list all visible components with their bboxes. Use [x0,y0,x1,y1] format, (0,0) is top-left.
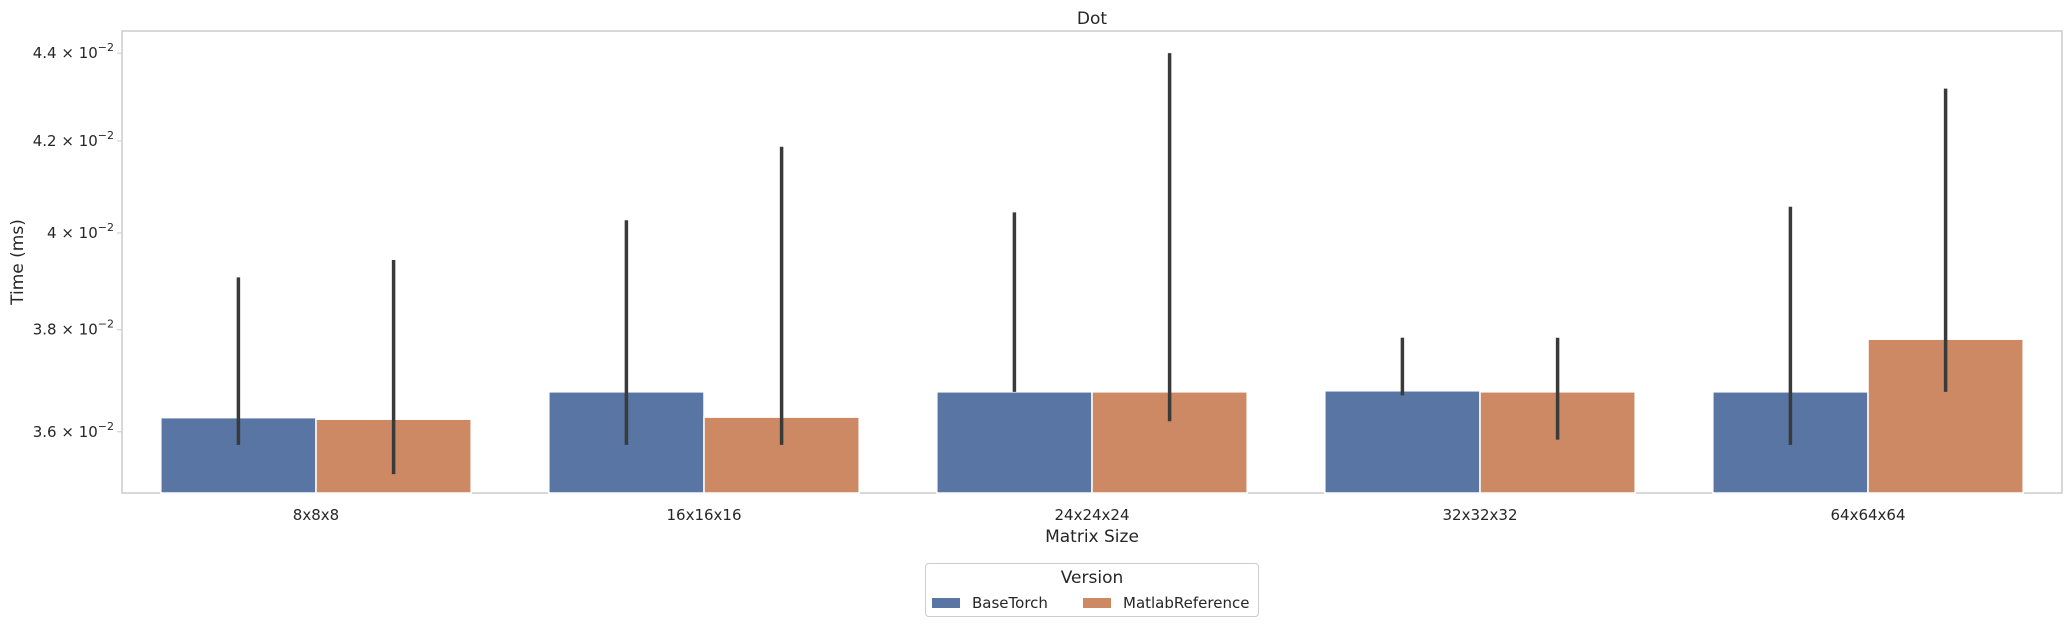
y-axis-label: Time (ms) [8,219,28,306]
x-tick-label: 16x16x16 [666,506,741,524]
bar-basetorch-32x32x32 [1324,390,1481,494]
legend-item-matlabreference: MatlabReference [1083,593,1249,613]
bar-matlabreference-32x32x32 [1479,391,1636,494]
legend-swatch-matlabreference [1083,598,1111,608]
legend-swatch-basetorch [932,598,960,608]
x-axis-label: Matrix Size [1045,527,1139,547]
legend-label-matlabreference: MatlabReference [1123,594,1250,612]
x-tick-label: 8x8x8 [293,506,339,524]
legend: Version BaseTorch MatlabReference [925,563,1259,617]
bar-basetorch-24x24x24 [936,391,1093,494]
y-tick-label: 3.6 × 10−2 [33,420,114,441]
error-bars-layer [236,53,1948,475]
y-tick-label: 4.4 × 10−2 [33,41,114,62]
bar-matlabreference-16x16x16 [703,416,860,494]
legend-label-basetorch: BaseTorch [972,594,1048,612]
x-tick-label: 32x32x32 [1442,506,1517,524]
bars-layer [160,338,2024,494]
y-tick-label: 3.8 × 10−2 [33,318,114,339]
y-axis-ticks: 3.6 × 10−2 3.8 × 10−2 4 × 10−2 4.2 × 10−2 4.… [33,41,122,441]
y-tick-label: 4.2 × 10−2 [33,129,114,150]
x-axis-ticks: 8x8x8 16x16x16 24x24x24 32x32x32 64x64x64 [293,506,1906,524]
legend-title: Version [1060,568,1124,588]
y-tick-label: 4 × 10−2 [47,221,114,242]
chart-title: Dot [1077,9,1107,29]
x-tick-label: 24x24x24 [1054,506,1129,524]
legend-item-basetorch: BaseTorch [932,593,1048,613]
x-tick-label: 64x64x64 [1830,506,1905,524]
